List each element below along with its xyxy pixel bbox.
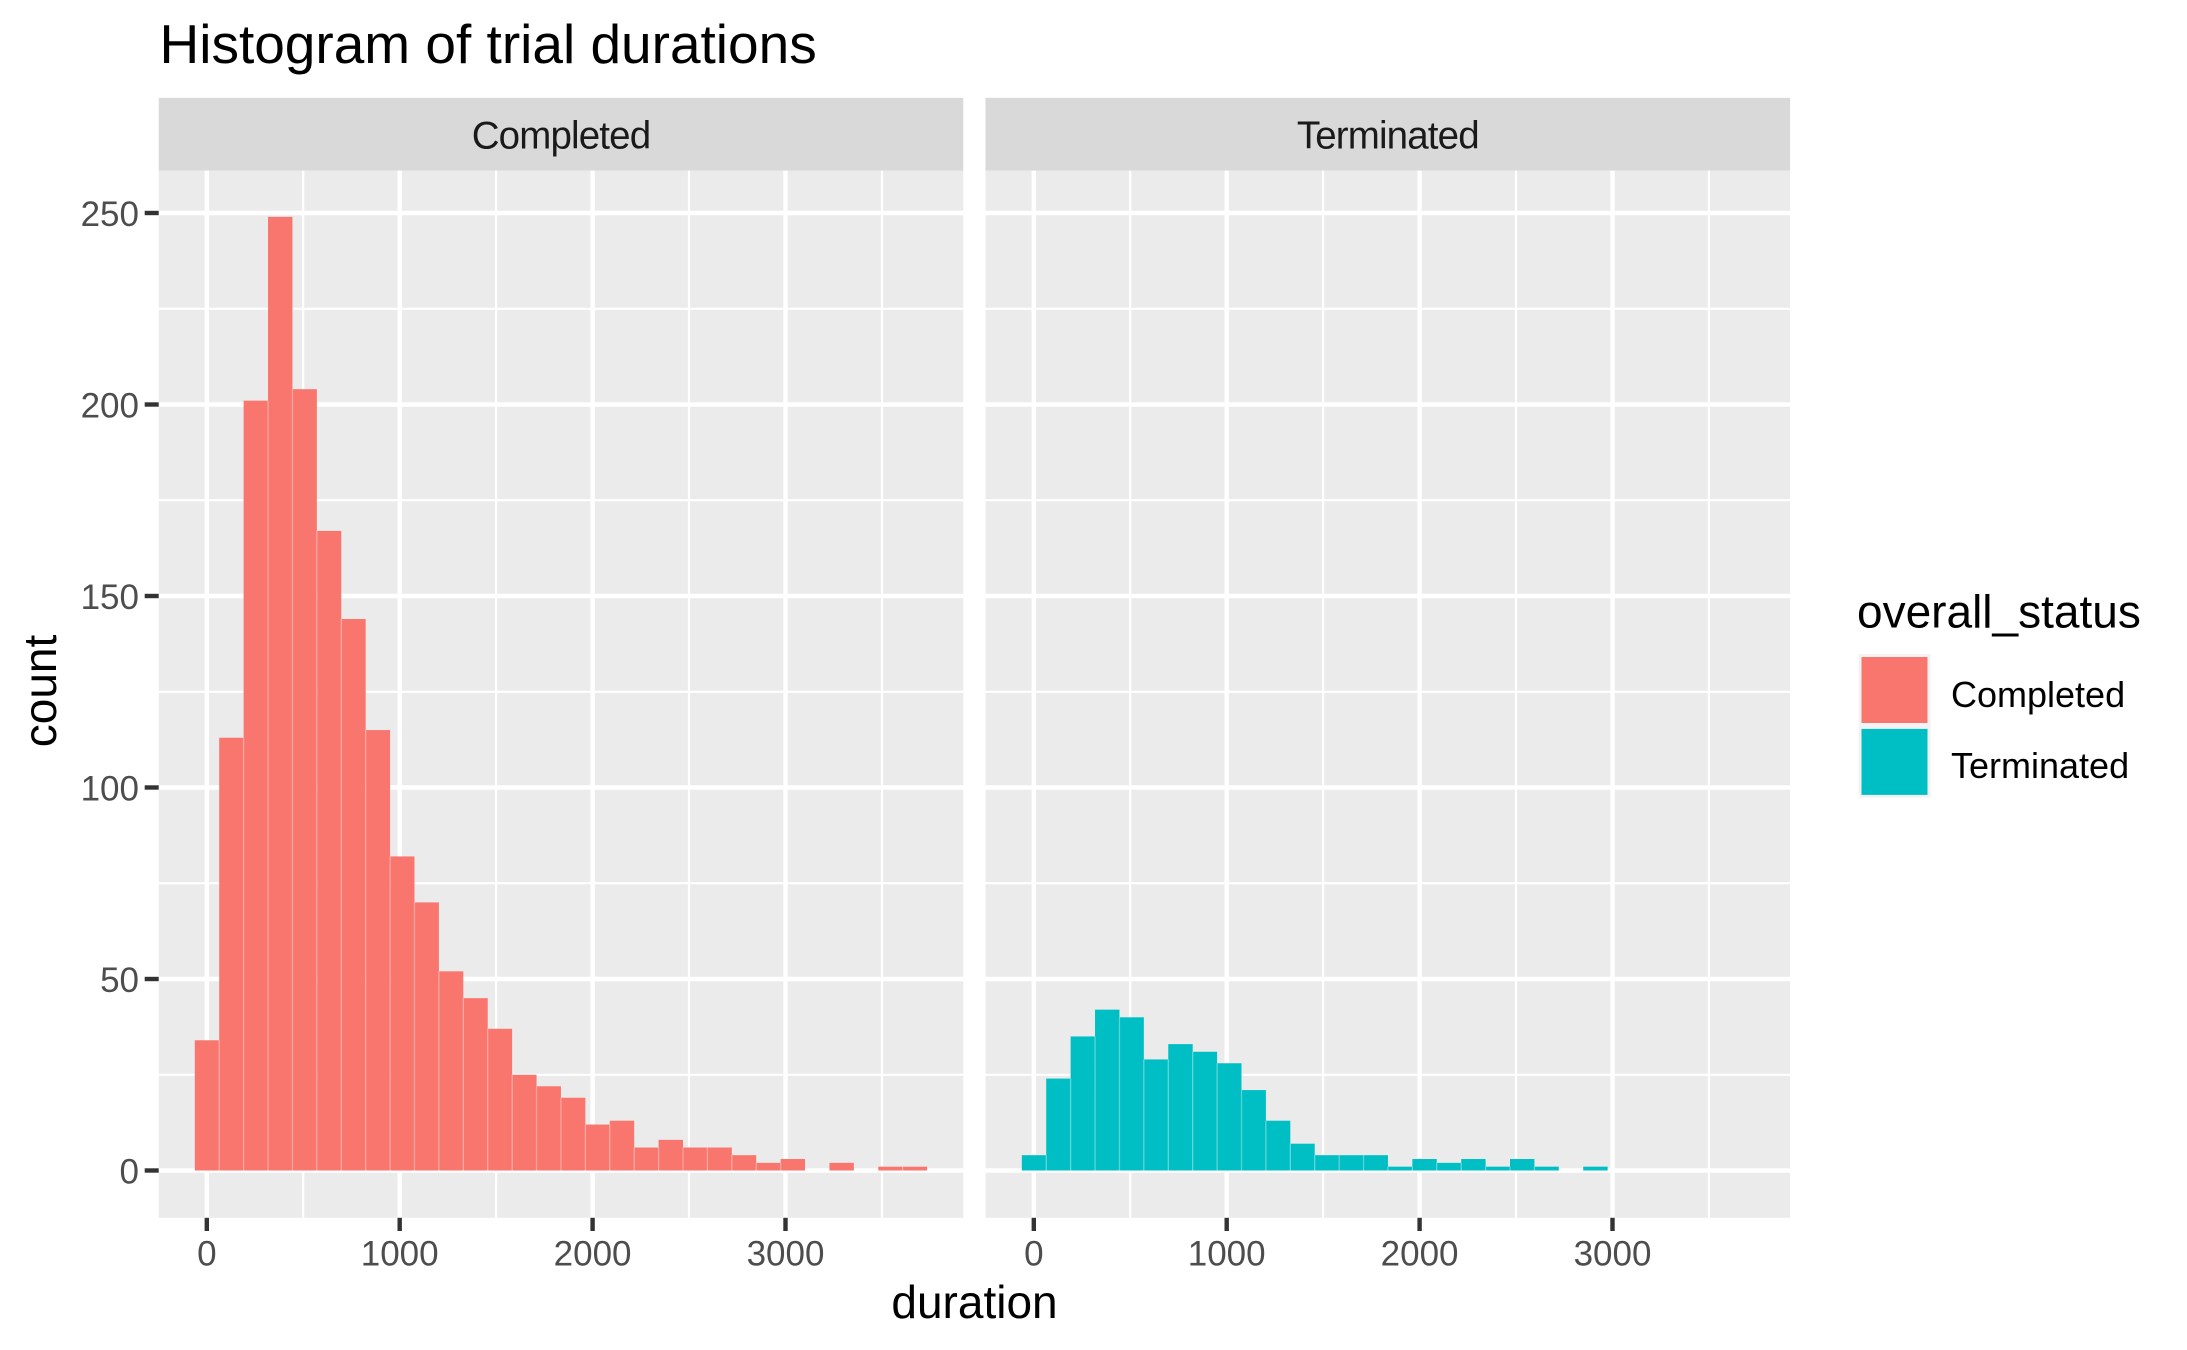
svg-text:1000: 1000	[1188, 1235, 1266, 1274]
svg-text:3000: 3000	[747, 1235, 825, 1274]
svg-text:50: 50	[100, 961, 139, 1000]
svg-text:0: 0	[1024, 1235, 1043, 1274]
svg-text:2000: 2000	[1381, 1235, 1459, 1274]
svg-text:250: 250	[81, 195, 139, 234]
svg-text:150: 150	[81, 578, 139, 617]
svg-text:duration: duration	[891, 1276, 1057, 1328]
svg-text:Completed: Completed	[1951, 674, 2125, 715]
svg-text:0: 0	[120, 1153, 139, 1192]
svg-text:100: 100	[81, 770, 139, 809]
svg-text:Completed: Completed	[472, 115, 651, 158]
svg-text:Histogram of trial durations: Histogram of trial durations	[160, 13, 817, 75]
svg-text:3000: 3000	[1574, 1235, 1652, 1274]
svg-text:overall_status: overall_status	[1857, 585, 2141, 637]
svg-text:200: 200	[81, 387, 139, 426]
svg-text:count: count	[14, 635, 66, 748]
svg-text:Terminated: Terminated	[1297, 115, 1479, 158]
svg-text:1000: 1000	[361, 1235, 439, 1274]
svg-text:0: 0	[197, 1235, 216, 1274]
svg-text:Terminated: Terminated	[1951, 745, 2129, 786]
svg-text:2000: 2000	[554, 1235, 632, 1274]
